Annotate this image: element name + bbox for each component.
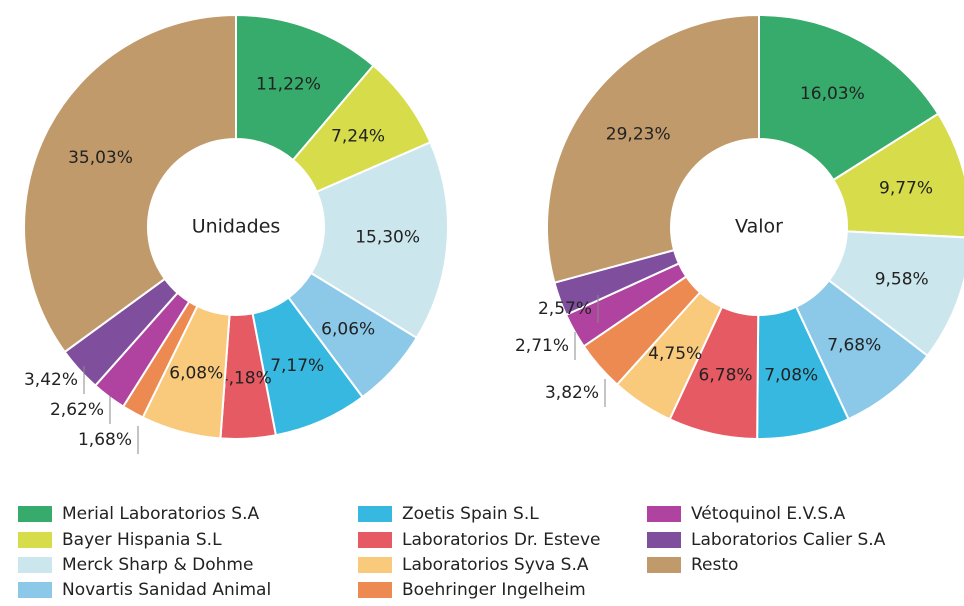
data-label: 16,03%: [800, 84, 865, 104]
data-label: 35,03%: [68, 148, 133, 168]
data-label: 11,22%: [256, 74, 321, 94]
data-label: 9,77%: [879, 178, 933, 198]
legend-swatch: [358, 532, 392, 548]
legend-swatch: [647, 532, 681, 548]
legend-swatch: [647, 506, 681, 522]
legend-label: Resto: [691, 555, 738, 575]
legend-swatch: [18, 557, 52, 573]
legend-label: Novartis Sanidad Animal: [62, 580, 271, 600]
legend-label: Vétoquinol E.V.S.A: [691, 504, 846, 524]
data-label: 4,75%: [648, 344, 702, 364]
legend-swatch: [647, 557, 681, 573]
data-label: 2,71%: [515, 336, 569, 356]
legend-swatch: [358, 582, 392, 598]
data-label: 7,17%: [270, 356, 324, 376]
slice: [758, 13, 940, 182]
legend-swatch: [358, 557, 392, 573]
data-label: 1,68%: [78, 430, 132, 450]
data-label: 6,06%: [321, 320, 375, 340]
data-label: 9,58%: [875, 269, 929, 289]
data-label: 6,08%: [169, 364, 223, 384]
data-label: 4,18%: [218, 369, 272, 389]
center-label: Valor: [735, 216, 783, 238]
legend-swatch: [358, 506, 392, 522]
slice: [832, 112, 964, 239]
slice: [235, 13, 375, 162]
slice: [23, 13, 237, 354]
data-label: 15,30%: [355, 228, 420, 248]
legend-label: Laboratorios Syva S.A: [402, 555, 589, 575]
legend-label: Boehringer Ingelheim: [402, 580, 586, 600]
data-label: 6,78%: [699, 365, 753, 385]
slice: [546, 13, 760, 284]
legend-swatch: [18, 582, 52, 598]
center-label: Unidades: [192, 216, 281, 238]
data-label: 7,24%: [331, 126, 385, 146]
data-label: 29,23%: [606, 125, 671, 145]
data-label: 7,08%: [764, 366, 818, 386]
data-label: 7,68%: [827, 335, 881, 355]
legend-label: Bayer Hispania S.L: [62, 530, 222, 550]
donut-hole: [149, 140, 323, 314]
data-label: 2,62%: [50, 400, 104, 420]
legend-label: Laboratorios Dr. Esteve: [402, 530, 601, 550]
data-label: 3,82%: [545, 383, 599, 403]
legend-label: Laboratorios Calier S.A: [691, 530, 886, 550]
legend-label: Merck Sharp & Dohme: [62, 555, 253, 575]
donut-hole: [672, 140, 846, 314]
legend-swatch: [18, 532, 52, 548]
legend-label: Merial Laboratorios S.A: [62, 504, 260, 524]
slice: [309, 140, 449, 340]
data-label: 2,57%: [538, 299, 592, 319]
legend-swatch: [18, 506, 52, 522]
legend-label: Zoetis Spain S.L: [402, 504, 539, 524]
data-label: 3,42%: [24, 370, 78, 390]
